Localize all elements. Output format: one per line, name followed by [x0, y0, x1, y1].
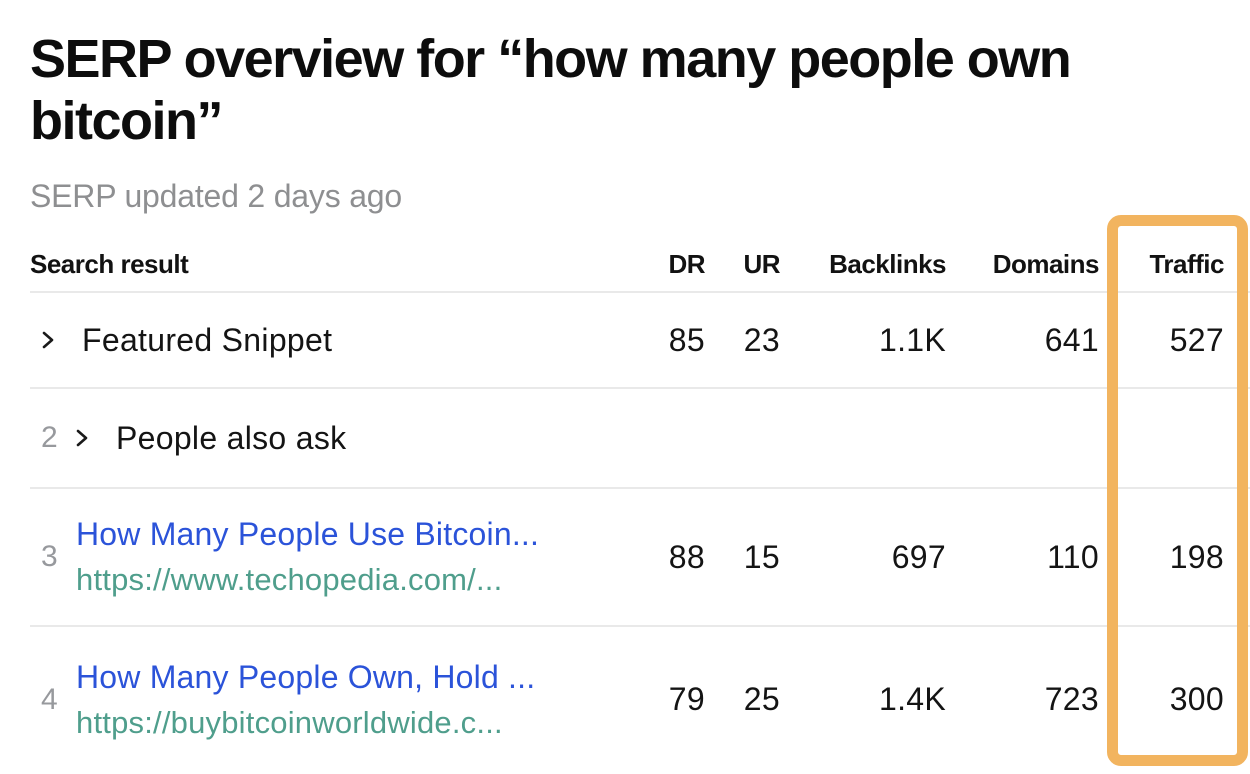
domains-value: 723	[1044, 681, 1099, 717]
ur-value	[705, 388, 780, 488]
expand-chevron-icon[interactable]	[70, 425, 92, 451]
table-header-row: Search result DR UR Backlinks Domains Tr…	[30, 238, 1250, 292]
result-title-link[interactable]: How Many People Use Bitcoin...	[76, 516, 540, 552]
backlinks-value: 1.1K	[878, 321, 946, 358]
backlinks-value: 697	[891, 538, 946, 575]
column-header-traffic: Traffic	[1149, 249, 1224, 279]
column-header-search-result: Search result	[30, 249, 189, 279]
ur-value: 15	[743, 538, 780, 575]
table-row: 3 How Many People Use Bitcoin... https:/…	[30, 488, 1250, 626]
serp-position-number: 2	[41, 421, 58, 454]
ur-value: 23	[743, 321, 780, 358]
table-row: 4 How Many People Own, Hold ... https://…	[30, 626, 1250, 772]
serp-overview-table: Search result DR UR Backlinks Domains Tr…	[30, 238, 1250, 772]
result-url-link[interactable]: https://buybitcoinworldwide.c...	[76, 704, 503, 740]
table-row: 2 People also ask	[30, 388, 1250, 488]
result-title-link[interactable]: How Many People Own, Hold ...	[76, 658, 536, 695]
traffic-value: 198	[1169, 538, 1224, 575]
column-header-backlinks: Backlinks	[829, 249, 946, 279]
featured-snippet-label: Featured Snippet	[82, 321, 333, 358]
dr-value	[630, 388, 705, 488]
dr-value: 85	[668, 321, 705, 358]
traffic-value: 300	[1169, 681, 1224, 717]
column-header-domains: Domains	[992, 249, 1100, 279]
backlinks-value: 1.4K	[878, 681, 946, 717]
column-header-dr: DR	[668, 249, 705, 279]
dr-value: 79	[668, 681, 705, 717]
table-row: Featured Snippet 85 23 1.1K 641 527	[30, 292, 1250, 388]
serp-position-number: 3	[41, 540, 58, 573]
ur-value: 25	[743, 681, 780, 717]
domains-value: 641	[1044, 321, 1099, 358]
serp-updated-text: SERP updated 2 days ago	[30, 178, 402, 214]
result-url-link[interactable]: https://www.techopedia.com/...	[76, 562, 503, 597]
traffic-value: 527	[1169, 321, 1224, 358]
people-also-ask-label: People also ask	[116, 419, 347, 456]
serp-position-number: 4	[41, 682, 58, 716]
expand-chevron-icon[interactable]	[36, 327, 58, 353]
domains-value	[946, 388, 1099, 488]
traffic-value	[1099, 388, 1250, 488]
backlinks-value	[780, 388, 946, 488]
column-header-ur: UR	[743, 249, 780, 279]
domains-value: 110	[1047, 538, 1099, 575]
page-title: SERP overview for “how many people own b…	[30, 29, 1072, 151]
dr-value: 88	[668, 538, 705, 575]
